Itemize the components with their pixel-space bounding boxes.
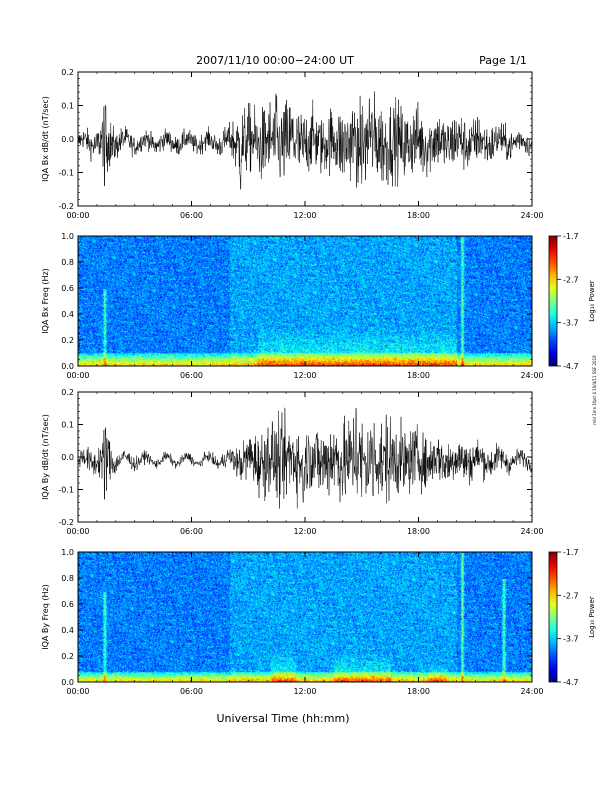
plot-frame — [77, 551, 533, 683]
y-tick-label: 0.0 — [61, 135, 74, 144]
side-note: mid 1mn 1fprt 4 10/4/11 SSF 2019 — [592, 355, 597, 425]
x-tick-label: 06:00 — [180, 687, 203, 696]
y-tick-label: 0.2 — [61, 68, 74, 77]
series-line — [77, 91, 533, 190]
colorbar-tick-label: -4.7 — [563, 678, 579, 687]
x-axis-label: Universal Time (hh:mm) — [217, 712, 350, 725]
colorbar-label: Log₁₀ Power — [588, 280, 596, 322]
y-tick-label: 0.0 — [61, 678, 74, 687]
series-line — [77, 407, 533, 509]
y-axis-label: IQA By Freq (Hz) — [41, 584, 50, 650]
y-tick-label: -0.1 — [58, 169, 74, 178]
y-tick-label: 1.0 — [61, 232, 74, 241]
x-tick-label: 00:00 — [66, 211, 89, 220]
x-tick-label: 06:00 — [180, 527, 203, 536]
colorbar-tick-label: -2.7 — [563, 275, 579, 284]
y-tick-label: 0.4 — [61, 626, 74, 635]
y-tick-label: 0.1 — [61, 102, 74, 111]
colorbar-tick-label: -2.7 — [563, 591, 579, 600]
y-tick-label: 0.4 — [61, 310, 74, 319]
colorbar-label: Log₁₀ Power — [588, 596, 596, 638]
y-axis-label: IQA Bx dB/dt (nT/sec) — [41, 96, 50, 182]
x-tick-label: 00:00 — [66, 527, 89, 536]
page-title: 2007/11/10 00:00−24:00 UT — [196, 54, 354, 67]
x-tick-label: 12:00 — [293, 211, 316, 220]
y-tick-label: -0.2 — [58, 202, 74, 211]
colorbar-tick-label: -3.7 — [563, 635, 579, 644]
plot-frame — [77, 235, 533, 367]
y-axis-label: IQA Bx Freq (Hz) — [41, 268, 50, 334]
colorbar — [548, 235, 558, 367]
y-tick-label: -0.2 — [58, 518, 74, 527]
x-tick-label: 12:00 — [293, 527, 316, 536]
x-tick-label: 12:00 — [293, 371, 316, 380]
y-tick-label: 0.0 — [61, 453, 74, 462]
y-tick-label: 0.6 — [61, 600, 74, 609]
x-tick-label: 00:00 — [66, 687, 89, 696]
y-tick-label: 0.6 — [61, 284, 74, 293]
y-tick-label: 0.1 — [61, 421, 74, 430]
colorbar-tick-label: -3.7 — [563, 319, 579, 328]
y-tick-label: 1.0 — [61, 548, 74, 557]
y-tick-label: 0.2 — [61, 388, 74, 397]
x-tick-label: 06:00 — [180, 211, 203, 220]
x-tick-label: 24:00 — [520, 527, 543, 536]
y-tick-label: 0.2 — [61, 652, 74, 661]
x-tick-label: 18:00 — [407, 371, 430, 380]
x-tick-label: 06:00 — [180, 371, 203, 380]
x-tick-label: 24:00 — [520, 371, 543, 380]
x-tick-label: 00:00 — [66, 371, 89, 380]
page-number: Page 1/1 — [479, 54, 527, 67]
bx-spectrogram — [78, 236, 532, 366]
x-tick-label: 18:00 — [407, 527, 430, 536]
y-tick-label: 0.8 — [61, 574, 74, 583]
x-tick-label: 24:00 — [520, 687, 543, 696]
y-tick-label: 0.0 — [61, 362, 74, 371]
y-tick-label: 0.8 — [61, 258, 74, 267]
x-tick-label: 12:00 — [293, 687, 316, 696]
colorbar — [548, 551, 558, 683]
y-axis-label: IQA By dB/dt (nT/sec) — [41, 414, 50, 500]
colorbar-tick-label: -4.7 — [563, 362, 579, 371]
x-tick-label: 18:00 — [407, 211, 430, 220]
y-tick-label: -0.1 — [58, 486, 74, 495]
x-tick-label: 18:00 — [407, 687, 430, 696]
by-spectrogram — [78, 552, 532, 682]
colorbar-tick-label: -1.7 — [563, 232, 579, 241]
colorbar-tick-label: -1.7 — [563, 548, 579, 557]
x-tick-label: 24:00 — [520, 211, 543, 220]
y-tick-label: 0.2 — [61, 336, 74, 345]
